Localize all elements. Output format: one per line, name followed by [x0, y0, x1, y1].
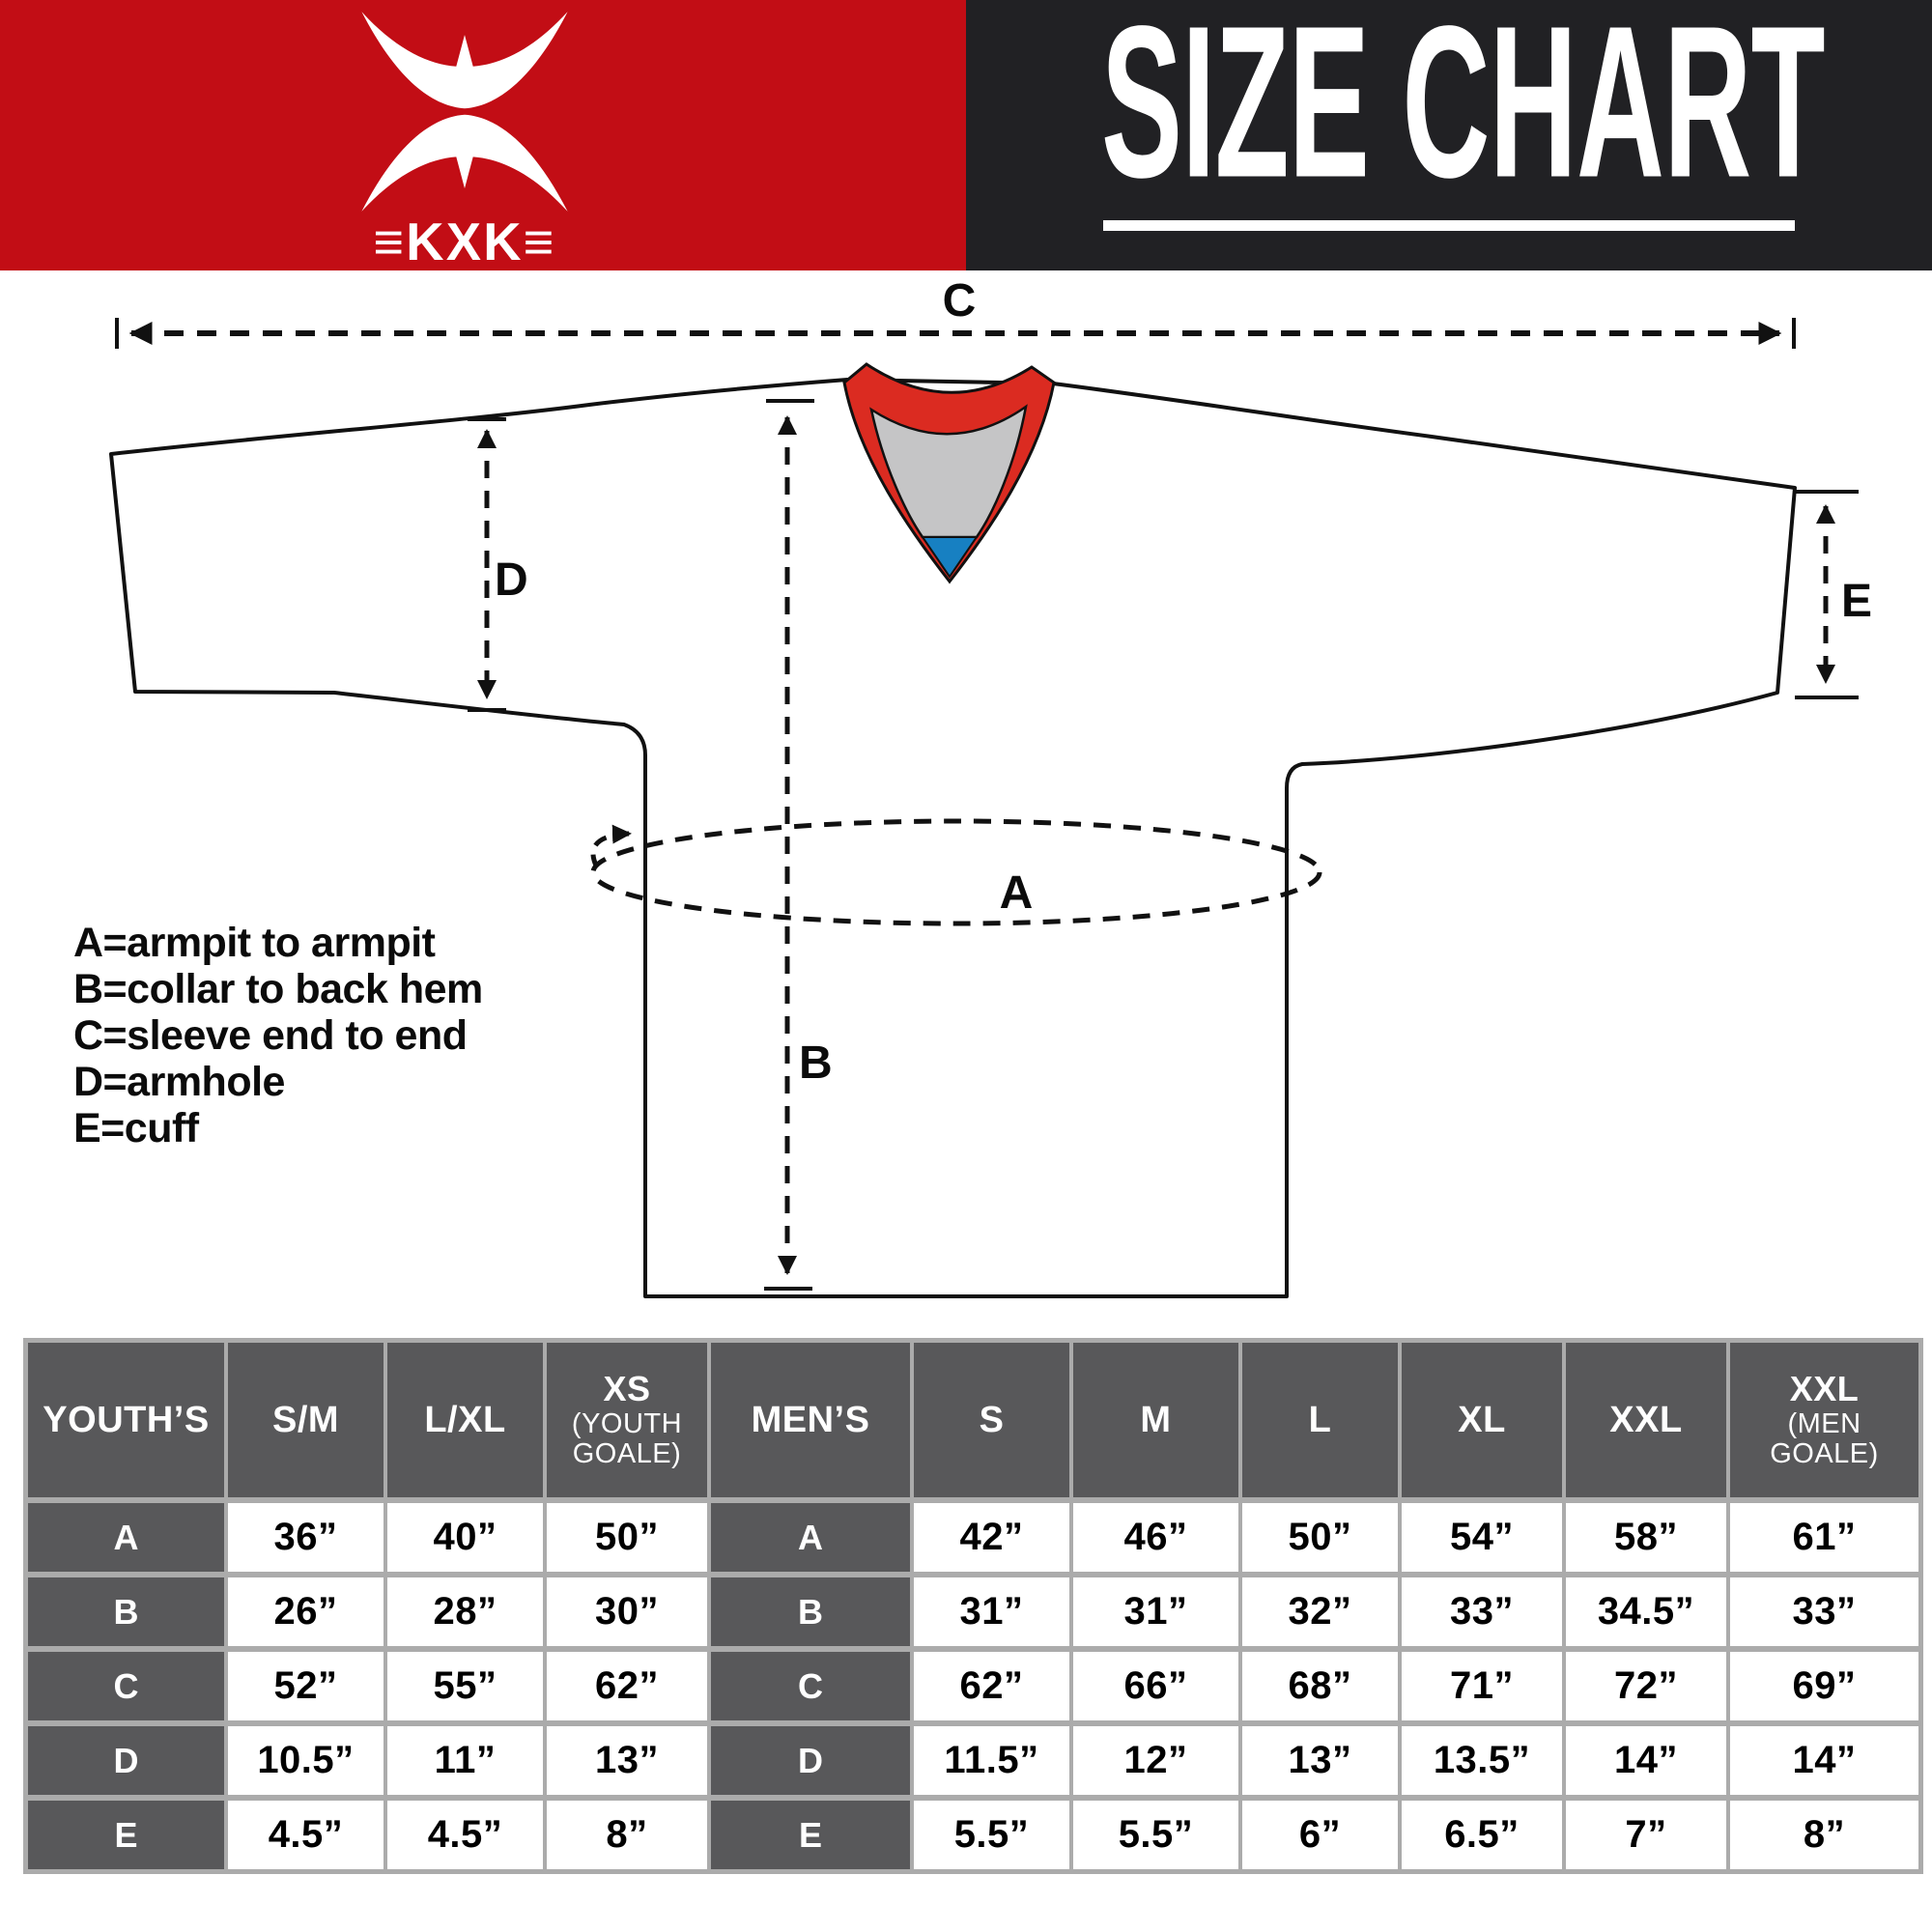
row-label-cell: C — [28, 1652, 224, 1720]
size-cell: 7” — [1566, 1801, 1726, 1869]
measurement-legend: A=armpit to armpit B=collar to back hem … — [73, 920, 483, 1151]
column-header-cell: S/M — [228, 1343, 384, 1497]
size-cell: 14” — [1566, 1726, 1726, 1795]
legend-line-c: C=sleeve end to end — [73, 1012, 468, 1059]
size-cell: 40” — [387, 1503, 543, 1572]
d-measure-label: D — [495, 554, 528, 606]
row-label-cell: A — [711, 1503, 910, 1572]
legend-line-e: E=cuff — [73, 1105, 199, 1151]
size-cell: 32” — [1242, 1577, 1398, 1646]
size-cell: 8” — [1730, 1801, 1918, 1869]
jersey-outline — [109, 378, 1797, 1298]
size-cell: 5.5” — [1073, 1801, 1238, 1869]
size-cell: 69” — [1730, 1652, 1918, 1720]
row-label-cell: B — [711, 1577, 910, 1646]
row-label-cell: A — [28, 1503, 224, 1572]
size-cell: 30” — [547, 1577, 707, 1646]
size-cell: 10.5” — [228, 1726, 384, 1795]
size-cell: 50” — [547, 1503, 707, 1572]
size-cell: 4.5” — [387, 1801, 543, 1869]
size-cell: 31” — [914, 1577, 1069, 1646]
row-label-cell: D — [28, 1726, 224, 1795]
kxk-logo-top-mark — [361, 12, 568, 109]
size-cell: 13” — [1242, 1726, 1398, 1795]
size-cell: 6” — [1242, 1801, 1398, 1869]
a-measure-ellipse — [590, 818, 1322, 926]
size-cell: 58” — [1566, 1503, 1726, 1572]
size-cell: 71” — [1402, 1652, 1562, 1720]
e-measure-label: E — [1841, 576, 1872, 627]
column-header-cell: L — [1242, 1343, 1398, 1497]
b-measure-label: B — [799, 1037, 833, 1089]
title-header-panel: SIZE CHART — [966, 0, 1932, 270]
size-cell: 13.5” — [1402, 1726, 1562, 1795]
legend-line-a: A=armpit to armpit — [73, 920, 436, 966]
column-header-youth-group: YOUTH’S — [28, 1343, 224, 1497]
size-cell: 33” — [1402, 1577, 1562, 1646]
size-cell: 8” — [547, 1801, 707, 1869]
size-cell: 62” — [547, 1652, 707, 1720]
legend-line-b: B=collar to back hem — [73, 966, 483, 1012]
size-cell: 66” — [1073, 1652, 1238, 1720]
size-cell: 31” — [1073, 1577, 1238, 1646]
collar-blue-insert — [921, 536, 979, 579]
size-cell: 12” — [1073, 1726, 1238, 1795]
size-cell: 5.5” — [914, 1801, 1069, 1869]
size-cell: 34.5” — [1566, 1577, 1726, 1646]
kxk-logo-text: ≡KXK≡ — [373, 213, 555, 271]
size-cell: 61” — [1730, 1503, 1918, 1572]
collar-inner-gray — [869, 404, 1028, 539]
brand-header-panel: ≡KXK≡ — [0, 0, 966, 271]
goalie-note: (YOUTH GOALE) — [571, 1408, 683, 1469]
column-header-mens-group: MEN’S — [711, 1343, 910, 1497]
size-cell: 13” — [547, 1726, 707, 1795]
size-cell: 42” — [914, 1503, 1069, 1572]
column-header-mens-goalie: XXL (MEN GOALE) — [1730, 1343, 1918, 1497]
row-label-cell: E — [28, 1801, 224, 1869]
column-header-cell: L/XL — [387, 1343, 543, 1497]
column-header-cell: S — [914, 1343, 1069, 1497]
size-cell: 62” — [914, 1652, 1069, 1720]
page-title: SIZE CHART — [1101, 0, 1826, 224]
size-cell: 36” — [228, 1503, 384, 1572]
column-header-cell: XXL — [1566, 1343, 1726, 1497]
size-cell: 46” — [1073, 1503, 1238, 1572]
a-measure-label: A — [1000, 867, 1034, 919]
size-cell: 68” — [1242, 1652, 1398, 1720]
column-header-cell: M — [1073, 1343, 1238, 1497]
goalie-size: XS — [603, 1369, 651, 1408]
column-header-youth-goalie: XS (YOUTH GOALE) — [547, 1343, 707, 1497]
size-cell: 33” — [1730, 1577, 1918, 1646]
size-cell: 50” — [1242, 1503, 1398, 1572]
jersey-measurement-diagram: C D B A E — [109, 275, 1872, 1298]
row-label-cell: D — [711, 1726, 910, 1795]
size-cell: 72” — [1566, 1652, 1726, 1720]
size-cell: 54” — [1402, 1503, 1562, 1572]
size-cell: 28” — [387, 1577, 543, 1646]
row-label-cell: E — [711, 1801, 910, 1869]
size-cell: 6.5” — [1402, 1801, 1562, 1869]
row-label-cell: C — [711, 1652, 910, 1720]
title-underline — [1103, 220, 1795, 231]
kxk-logo: ≡KXK≡ — [361, 12, 568, 271]
size-cell: 52” — [228, 1652, 384, 1720]
size-table: YOUTH’S S/M L/XL XS (YOUTH GOALE) MEN’S … — [23, 1338, 1923, 1874]
size-cell: 55” — [387, 1652, 543, 1720]
c-measure-label: C — [943, 275, 977, 327]
goalie-note: (MEN GOALE) — [1770, 1408, 1879, 1469]
size-cell: 4.5” — [228, 1801, 384, 1869]
size-cell: 26” — [228, 1577, 384, 1646]
size-cell: 11” — [387, 1726, 543, 1795]
row-label-cell: B — [28, 1577, 224, 1646]
a-ellipse-hook-arrow — [590, 824, 632, 869]
goalie-size: XXL — [1789, 1369, 1860, 1408]
size-cell: 14” — [1730, 1726, 1918, 1795]
legend-line-d: D=armhole — [73, 1059, 285, 1105]
column-header-cell: XL — [1402, 1343, 1562, 1497]
kxk-logo-bottom-mark — [361, 114, 568, 212]
size-cell: 11.5” — [914, 1726, 1069, 1795]
